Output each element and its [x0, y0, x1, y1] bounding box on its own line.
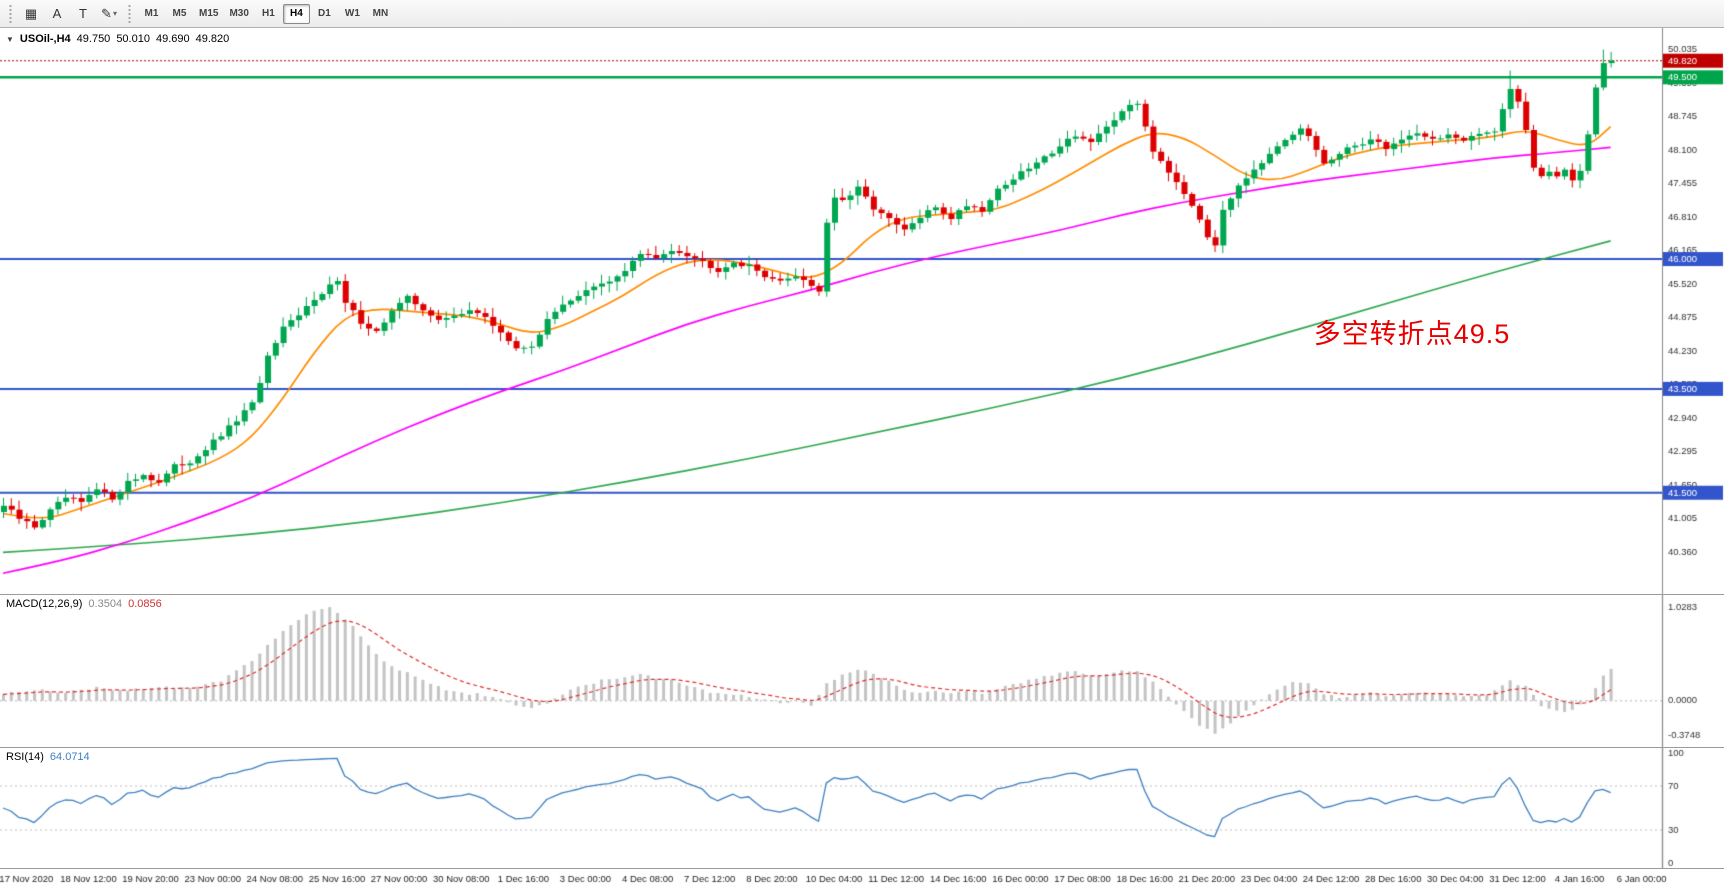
- time-axis-panel: [0, 869, 1724, 891]
- macd-label: MACD(12,26,9): [6, 598, 83, 610]
- timeframe-h4-button[interactable]: H4: [282, 3, 310, 24]
- timeframe-h1-button[interactable]: H1: [255, 4, 282, 24]
- text-tool-button[interactable]: T: [71, 3, 95, 25]
- toolbar-grip[interactable]: [8, 4, 13, 23]
- drop-caret-icon: ▾: [112, 9, 117, 18]
- timeframe-m15-button[interactable]: M15: [194, 4, 223, 24]
- quote-high: 50.010: [116, 33, 150, 45]
- one-click-collapse-icon[interactable]: ▼: [6, 35, 14, 44]
- timeframe-toolbar: M1 M5 M15 M30 H1 H4 D1 W1 MN: [138, 3, 394, 24]
- macd-title: MACD(12,26,9) 0.3504 0.0856: [6, 598, 162, 610]
- chart-grid-button[interactable]: ▦: [19, 3, 43, 25]
- toolbar-tools: ▦ A T ✎ ▾: [19, 3, 121, 25]
- chart-annotation-text[interactable]: 多空转折点49.5: [1313, 319, 1511, 350]
- timeframe-mn-button[interactable]: MN: [367, 4, 394, 24]
- draw-tool-button[interactable]: ✎ ▾: [97, 3, 121, 25]
- macd-panel: MACD(12,26,9) 0.3504 0.0856: [0, 595, 1724, 748]
- rsi-value: 64.0714: [49, 751, 90, 763]
- rsi-panel: RSI(14) 64.0714: [0, 748, 1724, 869]
- macd-main-value: 0.3504: [88, 598, 123, 610]
- quote-open: 49.750: [76, 33, 111, 45]
- main-chart-panel: ▼ USOil-,H4 49.750 50.010 49.690 49.820 …: [0, 28, 1724, 595]
- draw-tool-icon: ✎: [101, 5, 112, 21]
- quote-line: ▼ USOil-,H4 49.750 50.010 49.690 49.820: [6, 33, 229, 45]
- quote-low: 49.690: [155, 33, 190, 45]
- timeframe-m1-button[interactable]: M1: [138, 4, 165, 24]
- rsi-label: RSI(14): [6, 751, 44, 763]
- macd-chart-canvas[interactable]: [0, 595, 1724, 747]
- timeframe-w1-button[interactable]: W1: [339, 4, 366, 24]
- price-chart-canvas[interactable]: [0, 28, 1724, 594]
- label-tool-button[interactable]: A: [45, 3, 69, 25]
- rsi-title: RSI(14) 64.0714: [6, 751, 90, 763]
- text-tool-icon: T: [79, 6, 87, 21]
- timeframe-m5-button[interactable]: M5: [166, 4, 193, 24]
- time-axis[interactable]: [0, 869, 1724, 891]
- toolbar: ▦ A T ✎ ▾ M1 M5 M15 M30 H1 H4 D1 W1 MN: [0, 0, 1724, 28]
- timeframe-d1-button[interactable]: D1: [311, 4, 338, 24]
- toolbar-grip[interactable]: [127, 4, 132, 23]
- quote-close: 49.820: [195, 33, 230, 45]
- symbol-period-label: USOil-,H4: [19, 33, 71, 45]
- chart-grid-icon: ▦: [24, 5, 38, 21]
- label-tool-icon: A: [52, 6, 62, 21]
- macd-signal-value: 0.0856: [128, 598, 162, 610]
- timeframe-m30-button[interactable]: M30: [224, 4, 253, 24]
- rsi-chart-canvas[interactable]: [0, 748, 1724, 868]
